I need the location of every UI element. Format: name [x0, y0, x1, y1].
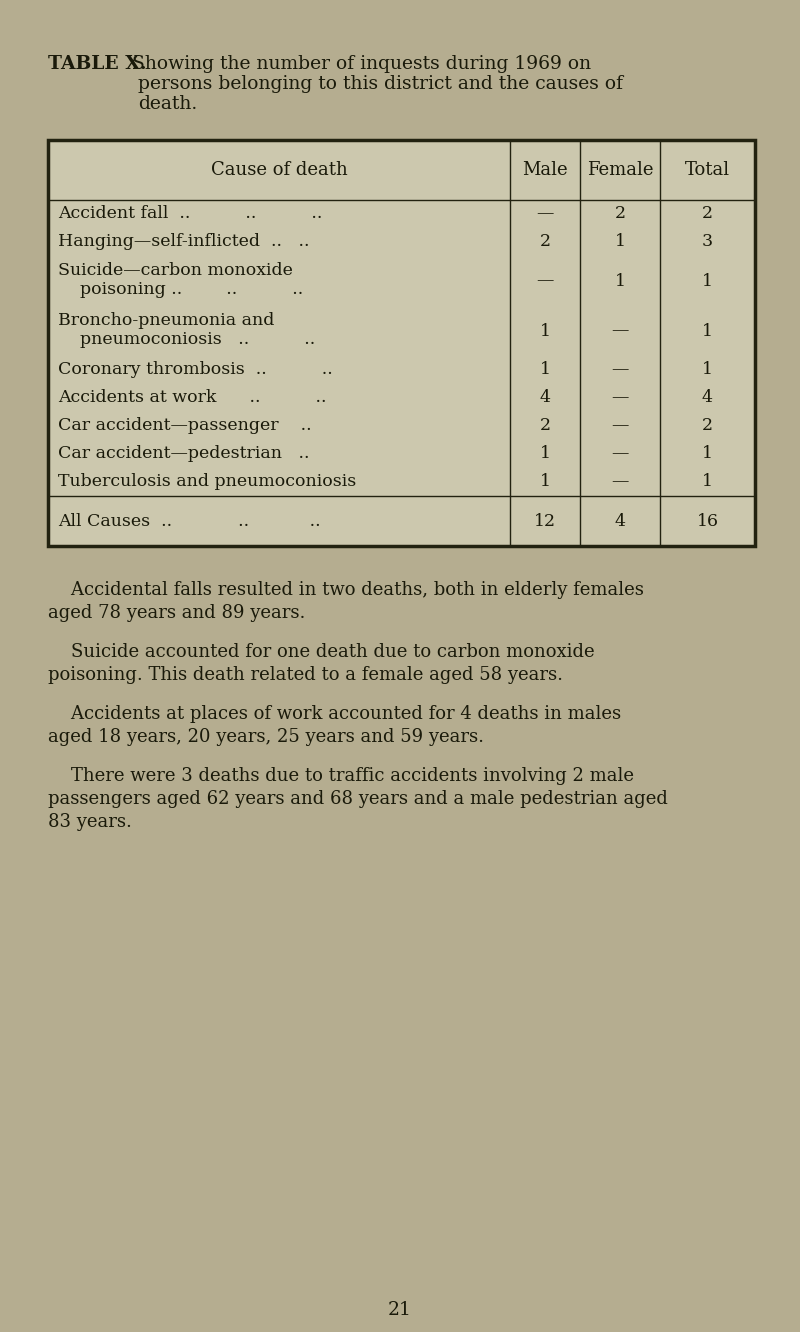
Bar — [48, 140, 755, 546]
Text: 2: 2 — [539, 233, 550, 250]
Text: 1: 1 — [539, 322, 550, 340]
Text: —: — — [611, 389, 629, 406]
Text: 2: 2 — [539, 417, 550, 434]
Text: TABLE X.: TABLE X. — [48, 55, 146, 73]
Text: 4: 4 — [614, 513, 626, 530]
Text: Showing the number of inquests during 1969 on: Showing the number of inquests during 19… — [126, 55, 591, 73]
Text: 4: 4 — [539, 389, 550, 406]
Text: —: — — [611, 445, 629, 462]
Text: 2: 2 — [702, 205, 713, 222]
Text: 1: 1 — [614, 273, 626, 289]
Text: —: — — [611, 322, 629, 340]
Text: 2: 2 — [614, 205, 626, 222]
Text: Tuberculosis and pneumoconiosis: Tuberculosis and pneumoconiosis — [58, 473, 356, 490]
Text: Hanging—self-inflicted  ..   ..: Hanging—self-inflicted .. .. — [58, 233, 310, 250]
Text: Suicide accounted for one death due to carbon monoxide
poisoning. This death rel: Suicide accounted for one death due to c… — [48, 643, 594, 683]
Text: —: — — [536, 273, 554, 289]
Text: Total: Total — [685, 161, 730, 178]
Text: 1: 1 — [539, 445, 550, 462]
Bar — [48, 140, 755, 546]
Text: Male: Male — [522, 161, 568, 178]
Text: death.: death. — [138, 95, 198, 113]
Text: All Causes  ..            ..           ..: All Causes .. .. .. — [58, 513, 321, 530]
Text: —: — — [611, 361, 629, 378]
Text: Coronary thrombosis  ..          ..: Coronary thrombosis .. .. — [58, 361, 333, 378]
Text: 1: 1 — [702, 473, 713, 490]
Text: 1: 1 — [539, 473, 550, 490]
Text: poisoning ..        ..          ..: poisoning .. .. .. — [58, 281, 303, 298]
Text: Suicide—carbon monoxide: Suicide—carbon monoxide — [58, 262, 293, 278]
Text: —: — — [611, 417, 629, 434]
Text: 12: 12 — [534, 513, 556, 530]
Text: Accidental falls resulted in two deaths, both in elderly females
aged 78 years a: Accidental falls resulted in two deaths,… — [48, 581, 644, 622]
Text: 16: 16 — [697, 513, 718, 530]
Text: 1: 1 — [702, 361, 713, 378]
Text: Car accident—pedestrian   ..: Car accident—pedestrian .. — [58, 445, 310, 462]
Text: —: — — [536, 205, 554, 222]
Text: pneumoconiosis   ..          ..: pneumoconiosis .. .. — [58, 330, 315, 348]
Text: Accidents at work      ..          ..: Accidents at work .. .. — [58, 389, 326, 406]
Text: Accidents at places of work accounted for 4 deaths in males
aged 18 years, 20 ye: Accidents at places of work accounted fo… — [48, 705, 621, 746]
Text: 4: 4 — [702, 389, 713, 406]
Text: —: — — [611, 473, 629, 490]
Text: Car accident—passenger    ..: Car accident—passenger .. — [58, 417, 312, 434]
Text: Cause of death: Cause of death — [210, 161, 347, 178]
Text: 1: 1 — [539, 361, 550, 378]
Text: Female: Female — [586, 161, 654, 178]
Text: persons belonging to this district and the causes of: persons belonging to this district and t… — [138, 75, 623, 93]
Text: 21: 21 — [388, 1301, 412, 1319]
Text: 1: 1 — [702, 322, 713, 340]
Text: 1: 1 — [614, 233, 626, 250]
Text: 2: 2 — [702, 417, 713, 434]
Text: 1: 1 — [702, 273, 713, 289]
Text: 3: 3 — [702, 233, 713, 250]
Text: Broncho-pneumonia and: Broncho-pneumonia and — [58, 312, 274, 329]
Text: There were 3 deaths due to traffic accidents involving 2 male
passengers aged 62: There were 3 deaths due to traffic accid… — [48, 767, 668, 831]
Text: Accident fall  ..          ..          ..: Accident fall .. .. .. — [58, 205, 322, 222]
Text: 1: 1 — [702, 445, 713, 462]
